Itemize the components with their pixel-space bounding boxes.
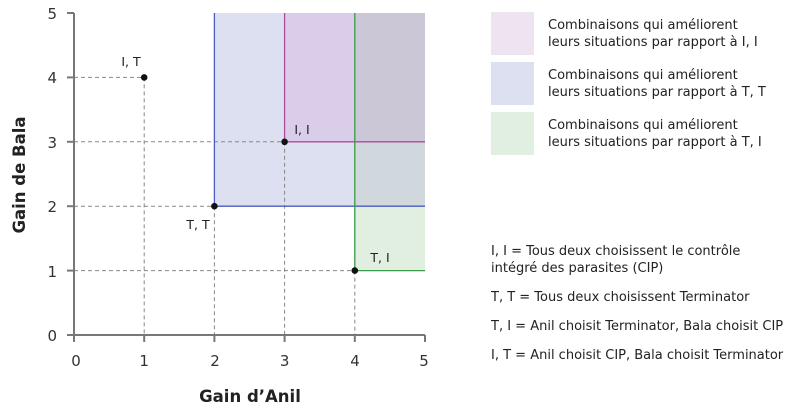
key-item-it: I, T = Anil choisit CIP, Bala choisit Te… (491, 347, 806, 364)
y-tick-0: 0 (47, 327, 57, 345)
legend-line: leurs situations par rapport à I, I (548, 34, 758, 50)
legend-item-tt: Combinaisons qui améliorent leurs situat… (491, 62, 806, 105)
point-label-ii: I, I (294, 122, 309, 137)
y-tick-5: 5 (47, 5, 57, 23)
legend-line: leurs situations par rapport à T, I (548, 134, 762, 150)
legend-text-ti: Combinaisons qui améliorent leurs situat… (548, 117, 762, 151)
region-better-than-ti (354, 206, 425, 271)
point-ii (281, 138, 288, 146)
key-item-ti: T, I = Anil choisit Terminator, Bala cho… (491, 318, 806, 335)
legend-swatch-tt (491, 62, 534, 105)
legend-text-ii: Combinaisons qui améliorent leurs situat… (548, 17, 758, 51)
key-line: I, I = Tous deux choisissent le contrôle (491, 244, 741, 259)
x-tick-4: 4 (350, 352, 360, 370)
point-label-tt: T, T (185, 217, 210, 232)
y-tick-2: 2 (47, 198, 57, 216)
data-points (140, 74, 359, 274)
x-tick-5: 5 (419, 352, 429, 370)
point-tt (211, 202, 218, 210)
legend-line: Combinaisons qui améliorent (548, 17, 738, 33)
x-axis-label: Gain d’Anil (199, 387, 301, 406)
key-line: T, I = Anil choisit Terminator, Bala cho… (491, 319, 784, 334)
legend-text-tt: Combinaisons qui améliorent leurs situat… (548, 67, 766, 101)
axes (67, 12, 426, 342)
legend: Combinaisons qui améliorent leurs situat… (491, 12, 806, 162)
y-tick-4: 4 (47, 69, 57, 87)
point-it (140, 74, 148, 81)
legend-line: Combinaisons qui améliorent (548, 117, 738, 133)
chart-plot: 5 4 3 2 1 0 0 1 2 3 4 5 Gain d’Anil Gain… (10, 5, 429, 406)
key-line: I, T = Anil choisit CIP, Bala choisit Te… (491, 348, 784, 363)
y-tick-1: 1 (47, 263, 57, 281)
legend-line: leurs situations par rapport à T, T (548, 84, 766, 100)
legend-swatch-ii (491, 12, 534, 55)
point-label-it: I, T (121, 54, 141, 69)
legend-item-ti: Combinaisons qui améliorent leurs situat… (491, 112, 806, 155)
legend-swatch-ti (491, 112, 534, 155)
x-tick-2: 2 (210, 352, 220, 370)
key-item-tt: T, T = Tous deux choisissent Terminator (491, 289, 806, 306)
key-line: T, T = Tous deux choisissent Terminator (491, 290, 750, 305)
point-label-ti: T, I (369, 250, 389, 265)
x-tick-3: 3 (280, 352, 290, 370)
guide-lines (74, 76, 356, 335)
key-line: intégré des parasites (CIP) (491, 261, 664, 276)
legend-line: Combinaisons qui améliorent (548, 67, 738, 83)
strategy-key: I, I = Tous deux choisissent le contrôle… (491, 243, 806, 376)
x-tick-1: 1 (139, 352, 149, 370)
key-item-ii: I, I = Tous deux choisissent le contrôle… (491, 243, 806, 277)
region-overlap-tt-ti (354, 141, 425, 207)
legend-item-ii: Combinaisons qui améliorent leurs situat… (491, 12, 806, 55)
point-ti (351, 267, 359, 274)
region-overlap-all (354, 13, 425, 142)
x-tick-0: 0 (71, 352, 81, 370)
y-tick-3: 3 (47, 134, 57, 152)
y-axis-label: Gain de Bala (10, 116, 29, 233)
